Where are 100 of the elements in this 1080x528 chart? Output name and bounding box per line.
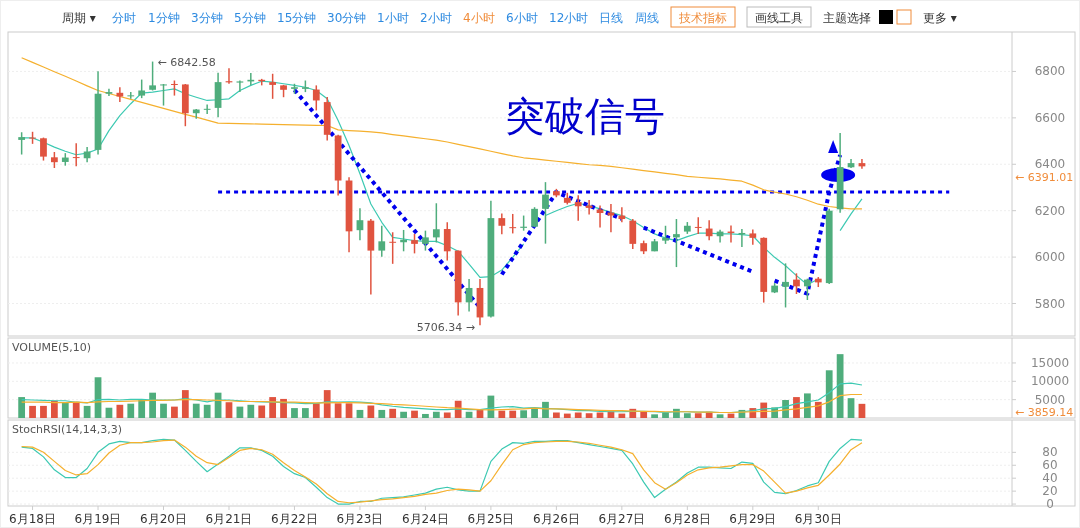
bar <box>411 410 418 418</box>
bar <box>181 390 189 418</box>
y-tick-label: 6800 <box>1034 64 1066 79</box>
bar <box>160 403 167 418</box>
line-series <box>21 57 863 210</box>
text: ← 3859.14 <box>1015 405 1074 419</box>
y-tick-label: 5800 <box>1034 296 1066 311</box>
candlestick <box>269 73 277 100</box>
x-tick-label: 6月20日 <box>140 512 187 526</box>
bar <box>138 399 146 418</box>
bar <box>127 403 135 418</box>
bar <box>443 412 451 418</box>
bar <box>596 412 604 418</box>
annotation: 5706.34 → <box>416 321 475 335</box>
bar <box>72 401 80 418</box>
x-tick-label: 6月27日 <box>598 512 646 526</box>
text: 30分钟 <box>327 11 367 25</box>
candlestick <box>18 131 26 156</box>
y-tick-label: 40 <box>1042 471 1058 486</box>
annotation: 突破信号 <box>505 93 665 139</box>
text: 更多 ▾ <box>923 11 957 25</box>
candlestick <box>662 225 669 245</box>
bar <box>618 413 626 418</box>
bar <box>825 370 833 418</box>
bar <box>171 406 178 418</box>
candlestick <box>149 60 156 92</box>
text: 1分钟 <box>148 11 180 25</box>
bar <box>51 400 58 418</box>
text: 4小时 <box>463 11 495 25</box>
bar <box>389 408 397 418</box>
text: 15分钟 <box>277 11 317 25</box>
bar <box>61 402 69 418</box>
x-tick-label: 6月23日 <box>336 512 384 526</box>
bar <box>640 411 648 418</box>
candlestick <box>782 262 789 309</box>
x-tick-label: 6月29日 <box>729 512 777 526</box>
candlestick <box>509 213 517 235</box>
bar <box>520 410 528 418</box>
x-tick-label: 6月24日 <box>401 512 449 526</box>
candlestick <box>443 221 451 262</box>
bar <box>804 393 811 418</box>
text: 分时 <box>112 11 136 25</box>
candlestick <box>236 79 244 93</box>
y-tick-label: 10000 <box>1030 374 1070 389</box>
x-tick-label: 6月21日 <box>205 512 253 526</box>
y-tick-label: 0 <box>1046 497 1054 512</box>
text: 日线 <box>599 11 623 25</box>
candlestick <box>629 218 637 250</box>
candlestick <box>203 103 211 115</box>
candlestick <box>389 231 397 265</box>
bar <box>18 397 26 418</box>
text: 12小时 <box>549 11 589 25</box>
y-tick-label: 6600 <box>1034 110 1066 125</box>
candlestick <box>378 225 386 258</box>
bar <box>683 413 691 418</box>
candlestick <box>411 233 418 255</box>
bar <box>422 413 429 418</box>
text: ← 6391.01 <box>1015 171 1074 185</box>
bar <box>509 410 517 418</box>
chart-title: VOLUME(5,10) <box>12 341 92 354</box>
text: 技术指标 <box>678 11 727 25</box>
bar <box>563 413 571 418</box>
bar <box>247 404 255 418</box>
bar <box>574 412 582 418</box>
candlestick <box>72 142 80 167</box>
candlestick <box>607 203 615 234</box>
bar <box>258 405 266 418</box>
bar <box>400 411 407 418</box>
bar <box>323 390 331 418</box>
text: 主题选择 <box>823 11 871 25</box>
bar <box>302 408 309 418</box>
candlestick <box>673 218 680 268</box>
x-tick-label: 6月25日 <box>467 512 515 526</box>
bar <box>553 412 560 418</box>
candlestick <box>127 91 135 100</box>
candlestick <box>705 219 713 241</box>
bar <box>814 401 822 418</box>
text: 画线工具 <box>755 11 803 25</box>
bar <box>192 403 200 418</box>
x-tick-label: 6月28日 <box>663 512 711 526</box>
bar <box>291 408 298 418</box>
candlestick <box>749 228 757 246</box>
candlestick <box>422 229 429 252</box>
y-tick-label: 60 <box>1042 458 1058 473</box>
x-tick-label: 6月22日 <box>271 512 318 526</box>
bar <box>40 405 47 418</box>
text: 6小时 <box>506 11 538 25</box>
candlestick <box>804 277 811 301</box>
text: 周期 ▾ <box>62 11 96 25</box>
bar <box>225 402 233 418</box>
annotation: ← 6842.58 <box>157 55 216 69</box>
candlestick <box>432 202 440 244</box>
bar <box>280 398 287 418</box>
candlestick <box>160 83 167 107</box>
x-tick-label: 6月18日 <box>9 512 57 526</box>
text: 2小时 <box>420 11 452 25</box>
y-tick-label: 80 <box>1042 445 1058 460</box>
text: 周线 <box>635 11 659 25</box>
candlestick <box>542 181 549 245</box>
bar <box>83 405 91 418</box>
